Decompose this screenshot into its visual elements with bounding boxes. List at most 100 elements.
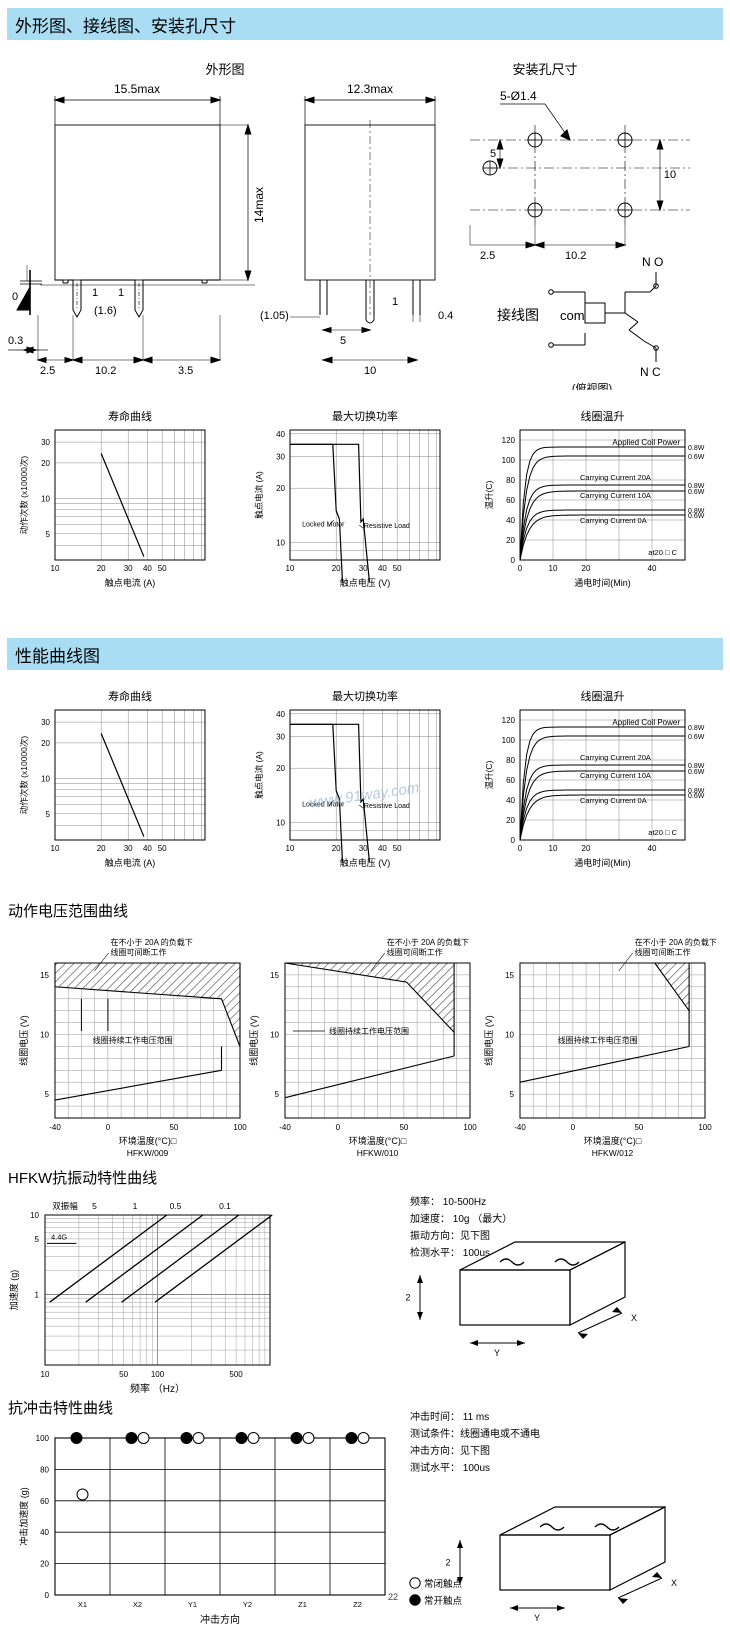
svg-text:动作次数 (x10000次): 动作次数 (x10000次) — [19, 456, 29, 535]
svg-text:5: 5 — [340, 335, 346, 347]
svg-text:1: 1 — [35, 1291, 40, 1300]
svg-text:频率 （Hz）: 频率 （Hz） — [130, 1382, 185, 1395]
svg-text:常闭触点: 常闭触点 — [424, 1578, 463, 1590]
svg-text:100: 100 — [502, 736, 516, 745]
svg-text:HFKW/009: HFKW/009 — [127, 1148, 169, 1158]
svg-text:3.5: 3.5 — [178, 365, 193, 377]
svg-text:触点电流 (A): 触点电流 (A) — [105, 857, 156, 868]
svg-text:10: 10 — [549, 844, 558, 853]
svg-text:20: 20 — [506, 816, 515, 825]
svg-text:20: 20 — [276, 484, 285, 493]
svg-text:100: 100 — [502, 456, 516, 465]
svg-text:10: 10 — [286, 844, 295, 853]
svg-text:0.8W: 0.8W — [688, 445, 705, 452]
svg-text:0: 0 — [518, 564, 523, 573]
svg-text:在不小于 20A 的负载下: 在不小于 20A 的负载下 — [387, 937, 469, 947]
svg-text:最大切换功率: 最大切换功率 — [332, 409, 398, 423]
svg-text:0.1: 0.1 — [219, 1201, 231, 1211]
svg-text:-40: -40 — [279, 1123, 291, 1132]
svg-text:20: 20 — [97, 564, 106, 573]
svg-text:Carrying Current 0A: Carrying Current 0A — [580, 516, 647, 525]
svg-text:在不小于 20A 的负载下: 在不小于 20A 的负载下 — [111, 937, 193, 947]
svg-text:30: 30 — [359, 564, 368, 573]
svg-text:线圈温升: 线圈温升 — [581, 689, 625, 703]
svg-text:N C: N C — [640, 365, 661, 379]
svg-text:线圈持续工作电压范围: 线圈持续工作电压范围 — [329, 1026, 409, 1036]
svg-text:50: 50 — [169, 1123, 178, 1132]
svg-text:10: 10 — [40, 1031, 49, 1040]
svg-text:通电时间(Min): 通电时间(Min) — [574, 577, 631, 588]
svg-text:X1: X1 — [78, 1600, 87, 1609]
svg-text:0.3: 0.3 — [8, 335, 23, 347]
svg-text:线圈温升: 线圈温升 — [581, 409, 625, 423]
svg-text:60: 60 — [506, 776, 515, 785]
svg-text:触点电压 (V): 触点电压 (V) — [340, 857, 391, 868]
svg-text:5: 5 — [45, 1090, 50, 1099]
svg-text:Applied Coil Power: Applied Coil Power — [612, 718, 680, 727]
svg-text:HFKW/010: HFKW/010 — [357, 1148, 399, 1158]
svg-text:动作次数 (x10000次): 动作次数 (x10000次) — [19, 736, 29, 815]
svg-text:10: 10 — [41, 494, 50, 503]
svg-text:寿命曲线: 寿命曲线 — [108, 409, 152, 423]
svg-text:Carrying Current 20A: Carrying Current 20A — [580, 473, 651, 482]
svg-text:双振幅: 双振幅 — [52, 1201, 78, 1211]
svg-text:Carrying Current 0A: Carrying Current 0A — [580, 796, 647, 805]
svg-text:30: 30 — [359, 844, 368, 853]
svg-text:Locked Motor: Locked Motor — [302, 521, 345, 528]
svg-text:40: 40 — [276, 710, 285, 719]
svg-text:100: 100 — [233, 1123, 247, 1132]
svg-text:30: 30 — [41, 718, 50, 727]
svg-text:振动方向：见下图: 振动方向：见下图 — [410, 1229, 490, 1242]
svg-text:20: 20 — [41, 739, 50, 748]
svg-text:500: 500 — [229, 1370, 243, 1379]
svg-text:100: 100 — [151, 1370, 165, 1379]
svg-text:20: 20 — [506, 536, 515, 545]
svg-text:0.6W: 0.6W — [688, 793, 705, 800]
svg-text:Z1: Z1 — [298, 1600, 307, 1609]
svg-text:加速度 (g): 加速度 (g) — [8, 1270, 19, 1311]
svg-text:触点电流 (A): 触点电流 (A) — [254, 471, 264, 519]
svg-text:20: 20 — [41, 459, 50, 468]
svg-text:通电时间(Min): 通电时间(Min) — [574, 857, 631, 868]
svg-text:30: 30 — [124, 564, 133, 573]
svg-text:Resistive Load: Resistive Load — [364, 523, 410, 530]
svg-text:20: 20 — [582, 564, 591, 573]
svg-text:线圈可间断工作: 线圈可间断工作 — [387, 947, 443, 957]
svg-text:Z2: Z2 — [353, 1600, 362, 1609]
svg-text:20: 20 — [276, 764, 285, 773]
svg-text:60: 60 — [506, 496, 515, 505]
svg-text:5: 5 — [490, 148, 496, 160]
svg-text:10: 10 — [41, 774, 50, 783]
svg-text:50: 50 — [399, 1123, 408, 1132]
svg-text:50: 50 — [119, 1370, 128, 1379]
svg-text:10: 10 — [276, 819, 285, 828]
svg-text:0.4: 0.4 — [438, 310, 453, 322]
svg-text:10: 10 — [51, 844, 60, 853]
svg-text:120: 120 — [502, 436, 516, 445]
svg-text:10: 10 — [549, 564, 558, 573]
svg-text:30: 30 — [124, 844, 133, 853]
svg-text:100: 100 — [463, 1123, 477, 1132]
svg-text:40: 40 — [506, 516, 515, 525]
svg-text:Y: Y — [494, 1348, 500, 1358]
svg-text:80: 80 — [40, 1465, 49, 1474]
svg-text:最大切换功率: 最大切换功率 — [332, 689, 398, 703]
svg-text:X: X — [631, 1313, 637, 1323]
svg-text:15.5max: 15.5max — [114, 82, 160, 96]
svg-text:Carrying Current 10A: Carrying Current 10A — [580, 771, 651, 780]
svg-text:10: 10 — [30, 1211, 39, 1220]
svg-text:0.6W: 0.6W — [688, 454, 705, 461]
svg-text:22: 22 — [388, 1592, 398, 1602]
svg-text:50: 50 — [393, 844, 402, 853]
svg-text:15: 15 — [505, 971, 514, 980]
svg-text:-40: -40 — [49, 1123, 61, 1132]
svg-text:触点电压 (V): 触点电压 (V) — [340, 577, 391, 588]
svg-text:40: 40 — [648, 564, 657, 573]
svg-text:10: 10 — [286, 564, 295, 573]
svg-text:2.5: 2.5 — [40, 365, 55, 377]
svg-text:2: 2 — [445, 1558, 450, 1568]
svg-text:5: 5 — [46, 810, 51, 819]
svg-text:测试水平： 100us: 测试水平： 100us — [410, 1461, 490, 1474]
svg-text:5: 5 — [46, 530, 51, 539]
svg-text:冲击方向: 冲击方向 — [200, 1613, 240, 1626]
